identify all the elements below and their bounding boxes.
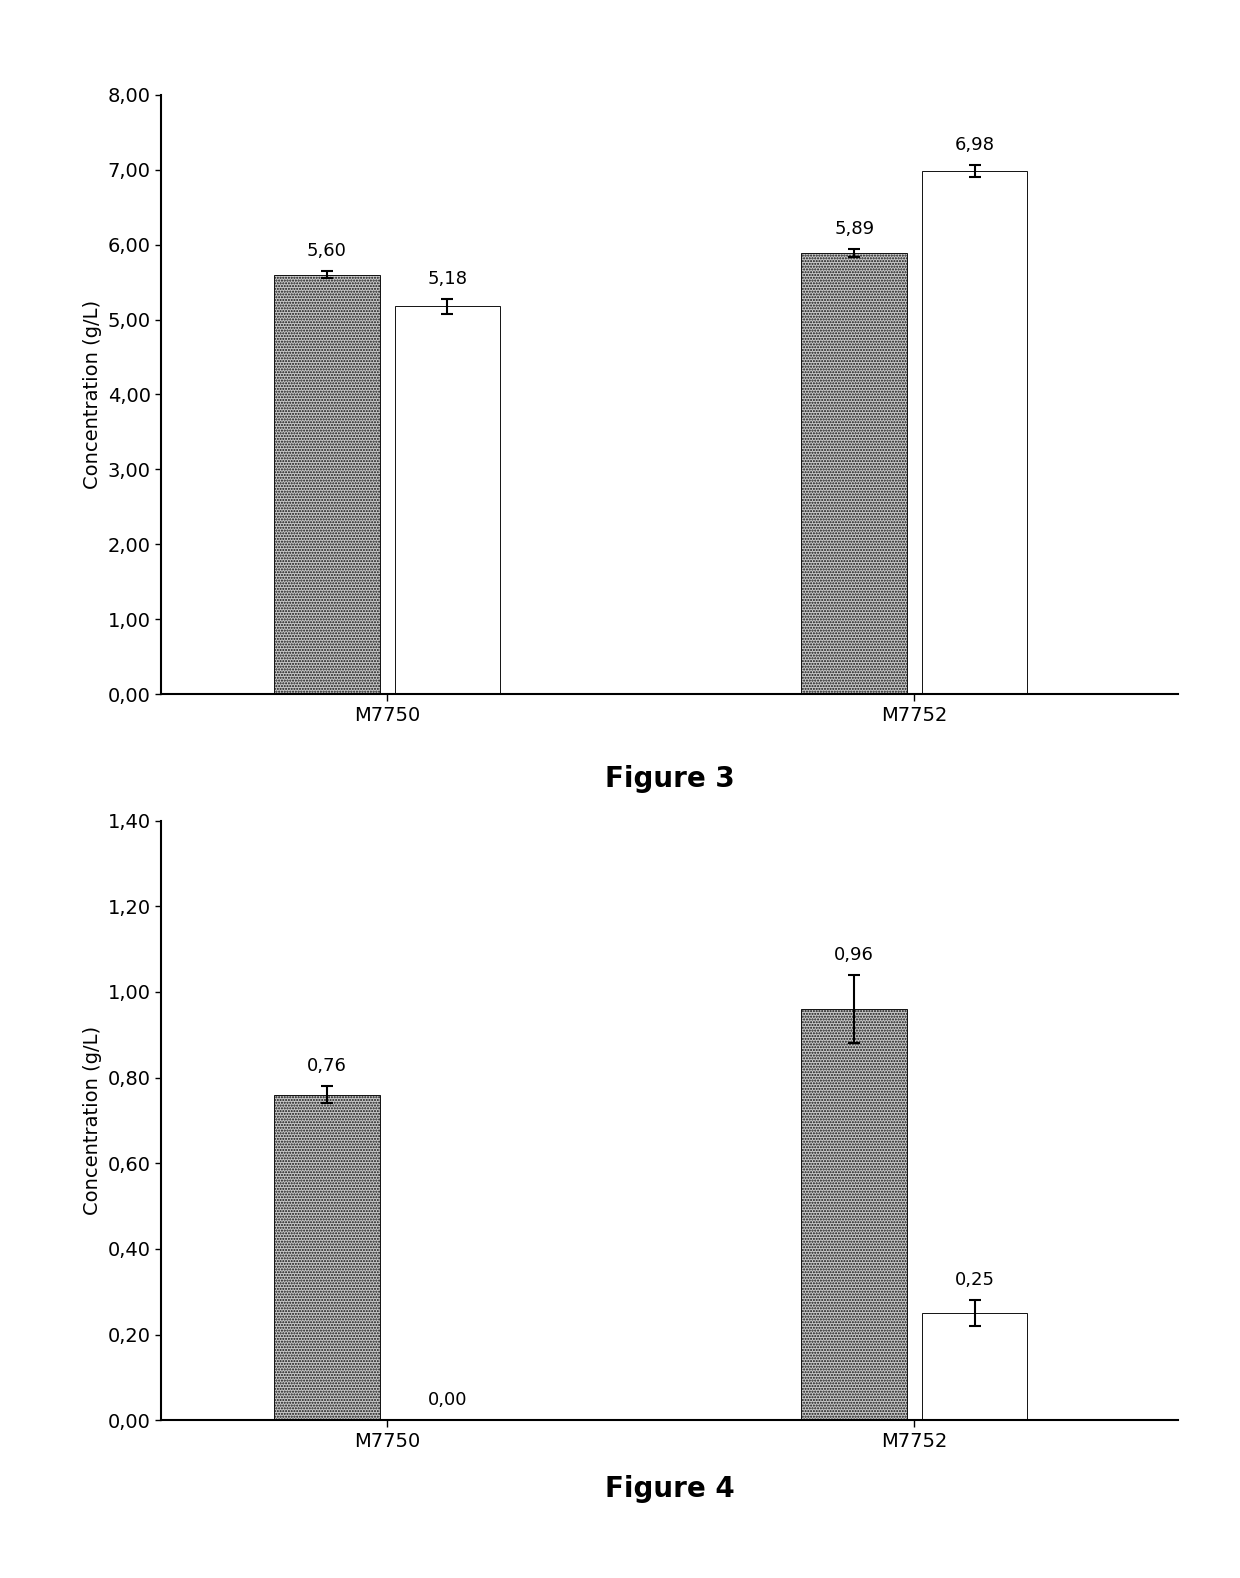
Text: Figure 3: Figure 3: [605, 765, 734, 794]
Bar: [801, 252, 906, 694]
Bar: [394, 306, 500, 694]
Text: 0,96: 0,96: [835, 945, 874, 964]
Text: 6,98: 6,98: [955, 136, 994, 155]
Text: 0,25: 0,25: [955, 1272, 994, 1289]
Y-axis label: Concentration (g/L): Concentration (g/L): [83, 1026, 102, 1215]
Bar: [274, 1095, 379, 1420]
Bar: [274, 275, 379, 694]
Y-axis label: Concentration (g/L): Concentration (g/L): [83, 300, 102, 489]
Text: 0,00: 0,00: [428, 1392, 467, 1409]
Text: 0,76: 0,76: [308, 1057, 347, 1075]
Bar: [921, 170, 1028, 694]
Text: 5,60: 5,60: [308, 241, 347, 260]
Bar: [921, 1313, 1028, 1420]
Text: Figure 4: Figure 4: [605, 1475, 734, 1504]
Bar: [801, 1008, 906, 1420]
Text: 5,89: 5,89: [835, 221, 874, 238]
Text: 5,18: 5,18: [428, 270, 467, 287]
